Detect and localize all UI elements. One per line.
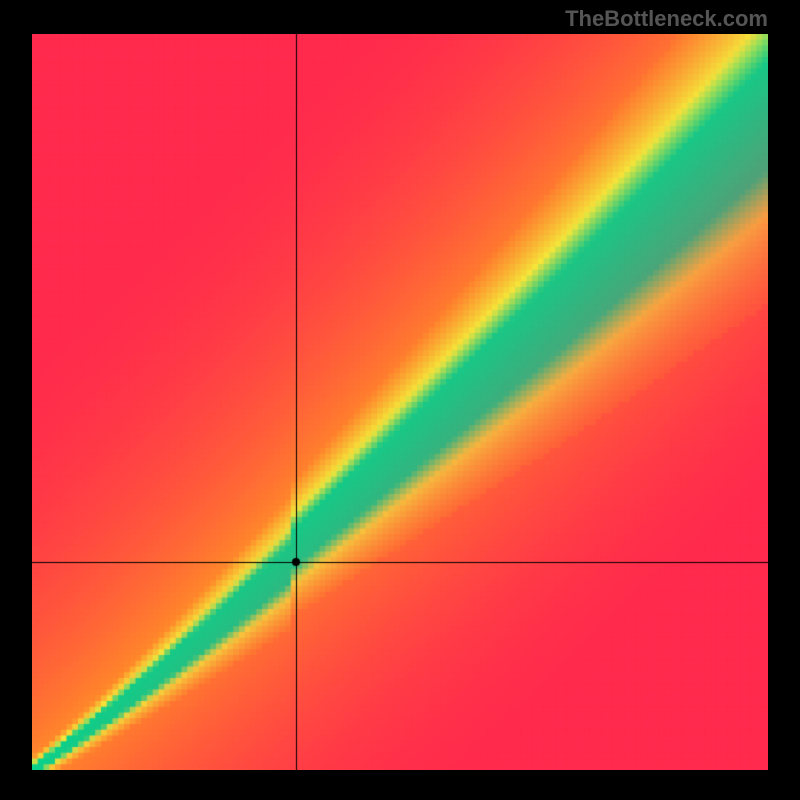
watermark-text: TheBottleneck.com	[565, 6, 768, 32]
plot-frame	[32, 34, 768, 770]
heatmap-canvas	[32, 34, 768, 770]
